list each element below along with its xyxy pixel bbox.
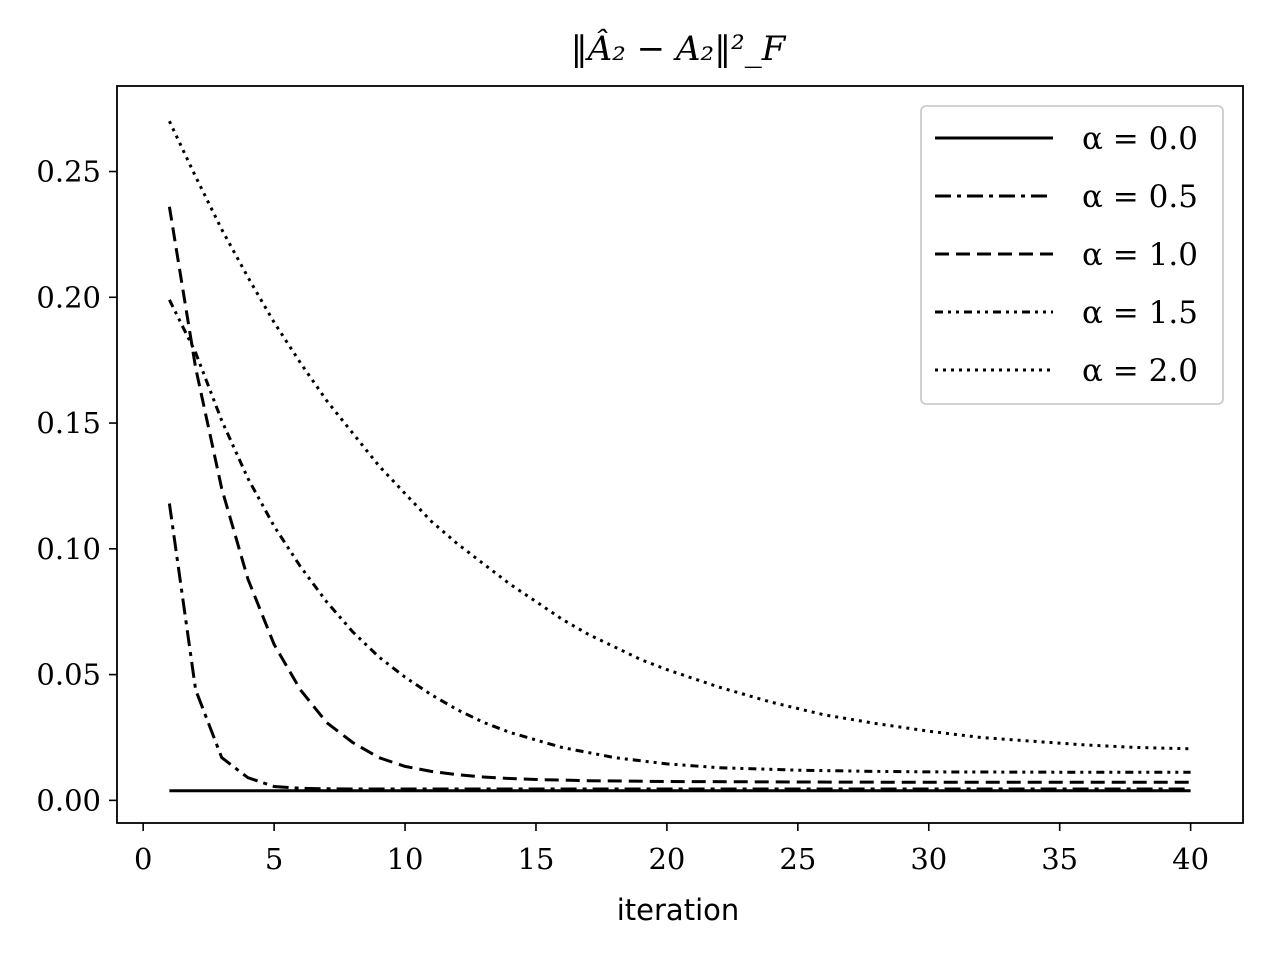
plot-area-frame: [116, 85, 1244, 824]
x-tick-label: 30: [910, 842, 947, 876]
x-axis-label: iteration: [617, 893, 740, 927]
legend-label-2: α = 1.0: [1082, 237, 1198, 273]
series-line-4: [168, 120, 1191, 751]
x-tick-label: 15: [518, 842, 555, 876]
x-tick-label: 20: [648, 842, 685, 876]
x-tick-label: 25: [779, 842, 816, 876]
x-tick-label: 35: [1041, 842, 1078, 876]
series-line-1: [167, 503, 1191, 791]
legend-box: [920, 105, 1224, 405]
chart-title: ‖Â₂ − A₂‖²_F: [571, 28, 787, 69]
x-tick-label: 0: [134, 842, 152, 876]
y-tick-label: 0.00: [36, 783, 101, 817]
legend: α = 0.0 α = 0.5 α = 1.0 α = 1.5 α = 2.0: [920, 105, 1224, 405]
y-tick-label: 0.05: [36, 658, 101, 692]
x-axis: 0 5 10 15 20 25 30 35 40: [134, 823, 1209, 876]
y-tick-label: 0.25: [36, 155, 101, 189]
y-tick-label: 0.10: [36, 532, 101, 566]
x-tick-label: 40: [1172, 842, 1209, 876]
x-tick-label: 5: [265, 842, 283, 876]
y-tick-label: 0.15: [36, 406, 101, 440]
x-tick-label: 10: [387, 842, 424, 876]
legend-label-3: α = 1.5: [1082, 295, 1198, 331]
legend-label-1: α = 0.5: [1082, 179, 1198, 215]
series-line-3: [168, 299, 1191, 774]
legend-label-0: α = 0.0: [1082, 121, 1198, 157]
legend-label-4: α = 2.0: [1082, 353, 1198, 389]
series-layer: [167, 120, 1191, 793]
series-line-2: [167, 206, 1191, 784]
y-axis: 0.00 0.05 0.10 0.15 0.20 0.25: [36, 155, 117, 817]
y-tick-label: 0.20: [36, 280, 101, 314]
